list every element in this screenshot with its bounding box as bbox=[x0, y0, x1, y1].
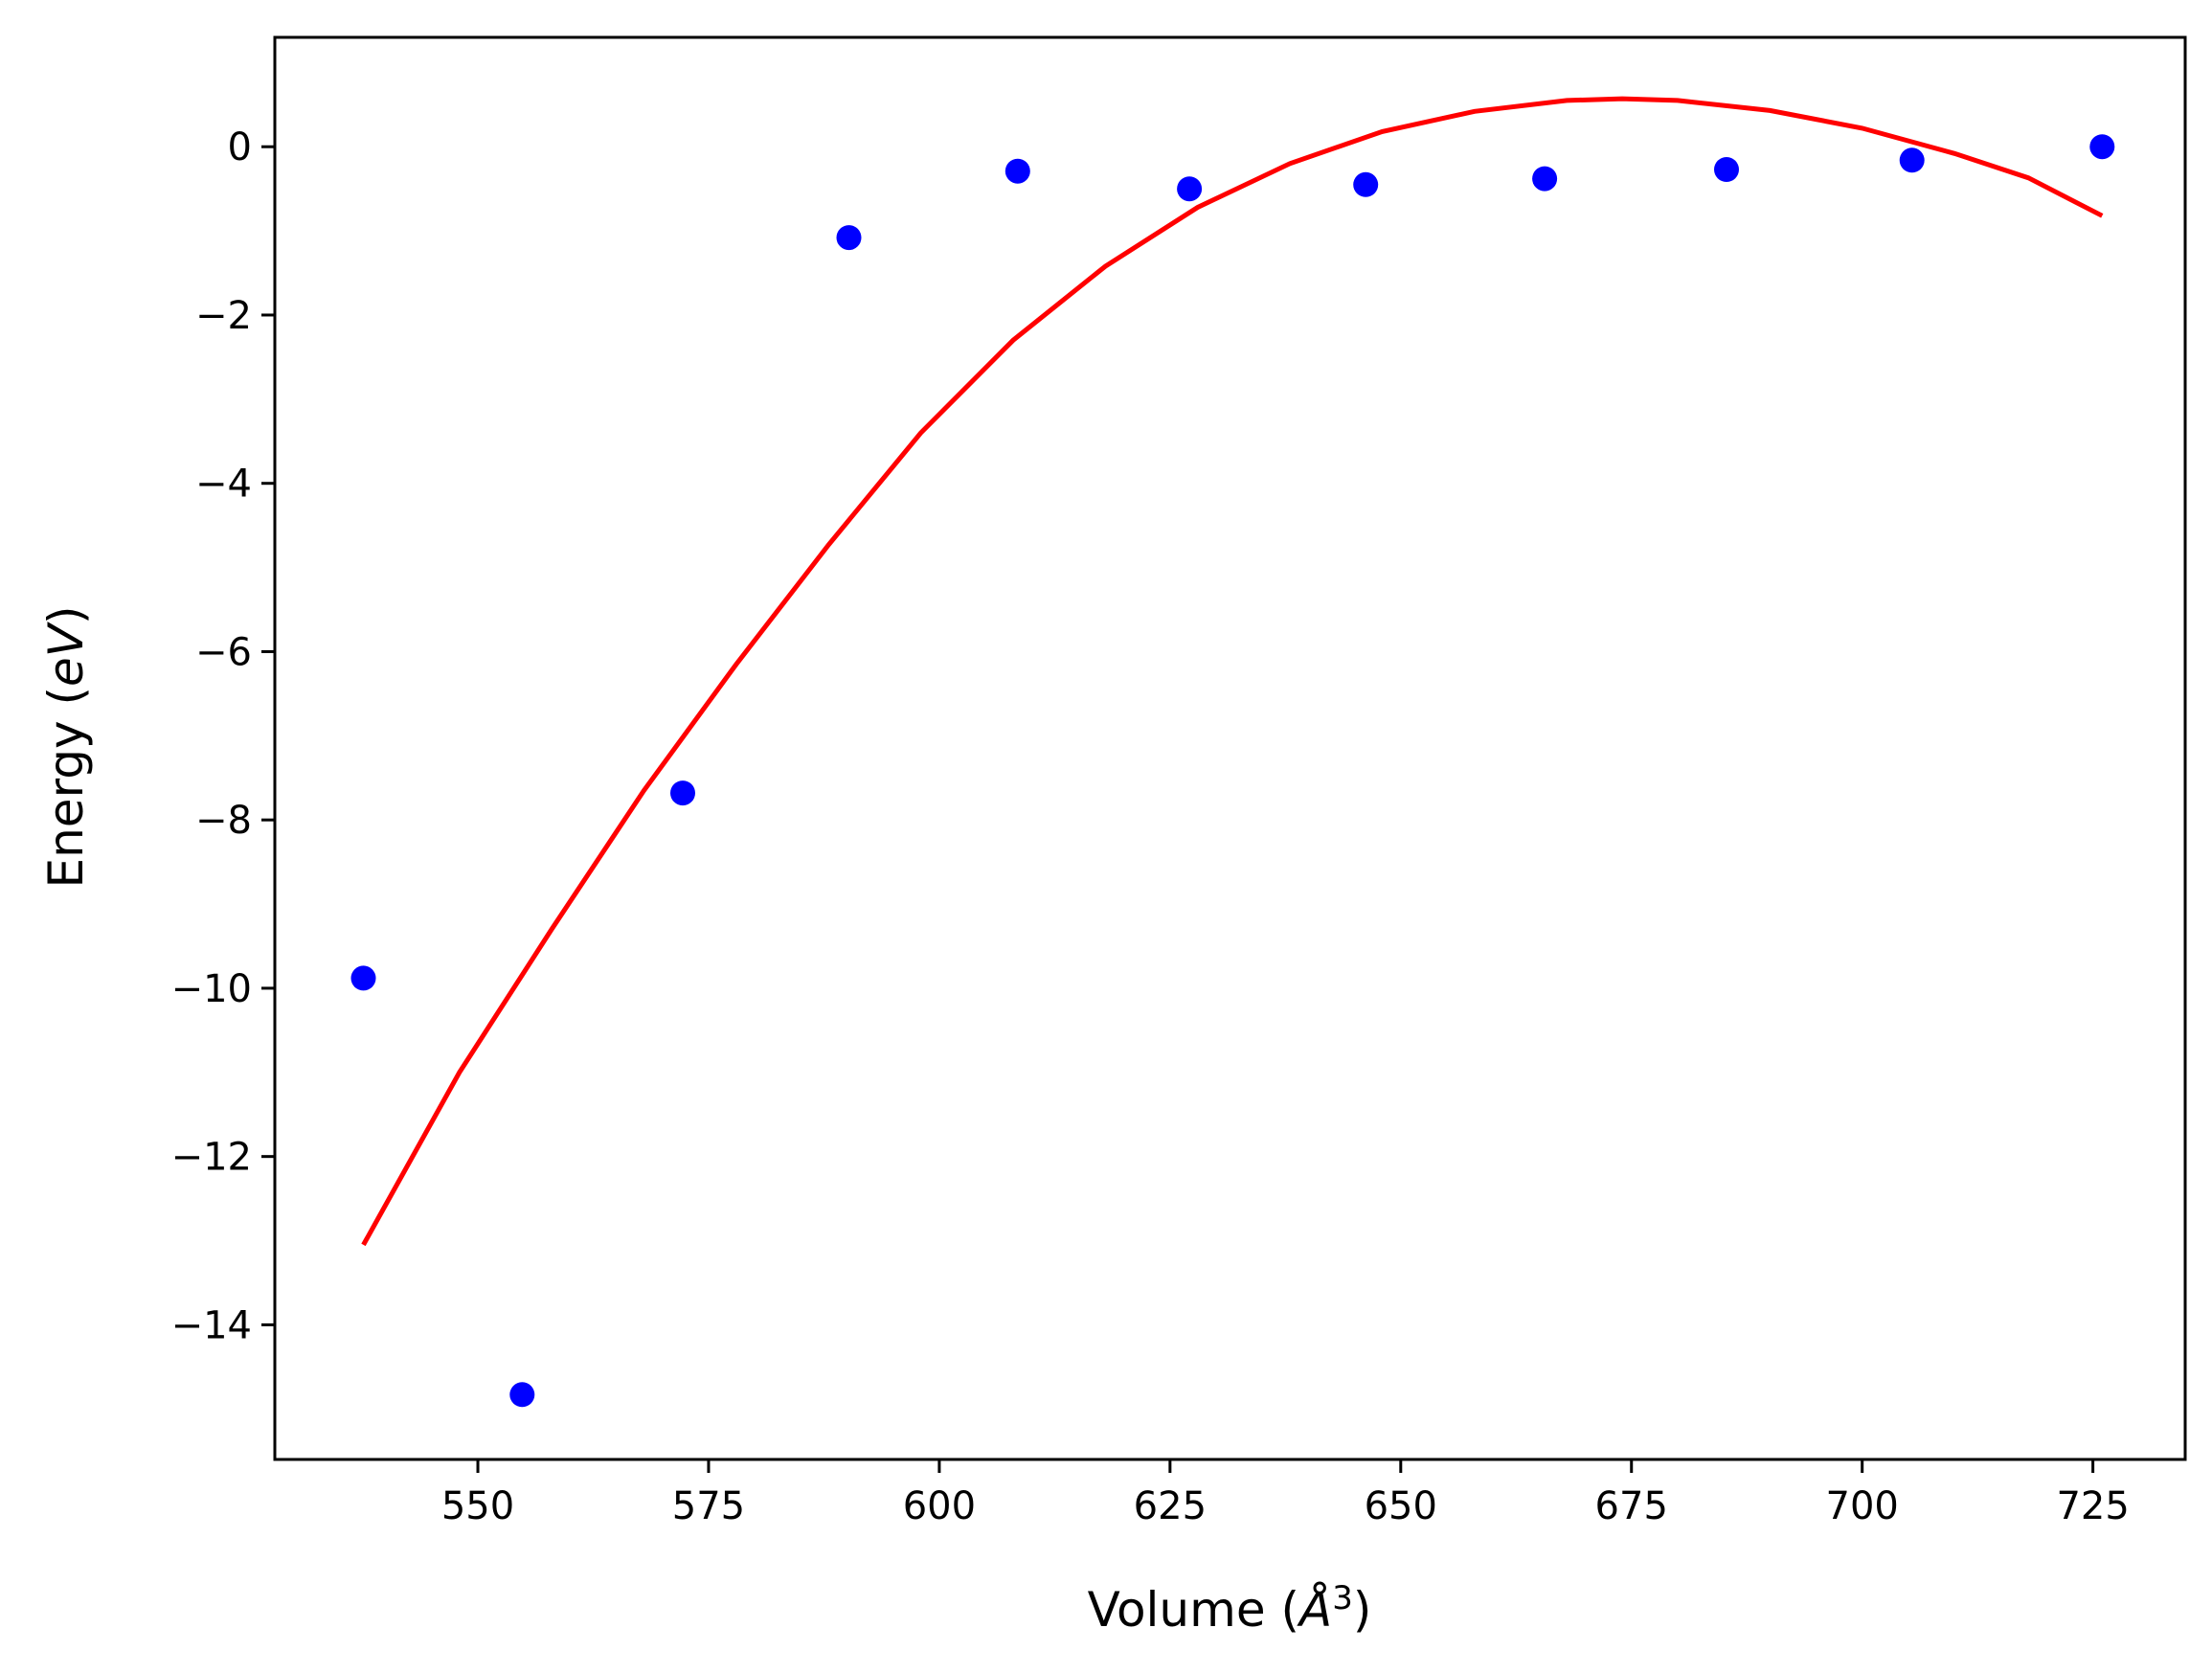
y-tick-label: −10 bbox=[171, 967, 252, 1011]
x-tick-label: 600 bbox=[903, 1484, 976, 1528]
data-point bbox=[670, 780, 695, 806]
data-point bbox=[1004, 158, 1030, 184]
data-point bbox=[836, 225, 862, 251]
x-tick-label: 675 bbox=[1595, 1484, 1668, 1528]
x-axis-title-close: ) bbox=[1353, 1582, 1372, 1638]
y-tick-label: −4 bbox=[195, 463, 252, 507]
data-point bbox=[1177, 176, 1203, 202]
x-tick-label: 550 bbox=[441, 1484, 514, 1528]
y-tick-label: −12 bbox=[171, 1136, 252, 1180]
x-tick-label: 650 bbox=[1365, 1484, 1437, 1528]
x-axis-title: Volume (Å3) bbox=[1088, 1579, 1372, 1638]
y-tick-label: 0 bbox=[228, 125, 252, 170]
x-axis-title-power: 3 bbox=[1332, 1579, 1353, 1617]
y-tick-label: −2 bbox=[195, 294, 252, 338]
x-tick-label: 625 bbox=[1134, 1484, 1207, 1528]
y-axis-title-close: ) bbox=[38, 606, 94, 625]
data-point bbox=[509, 1382, 535, 1408]
data-point bbox=[1899, 147, 1925, 173]
x-tick-label: 575 bbox=[672, 1484, 745, 1528]
data-point bbox=[1714, 157, 1739, 182]
y-axis-title-unit: eV bbox=[38, 621, 94, 687]
axes-frame bbox=[273, 35, 2187, 1461]
data-point bbox=[1353, 171, 1379, 197]
fit-curve-line bbox=[361, 96, 2104, 1247]
y-tick-label: −14 bbox=[171, 1303, 252, 1347]
data-point bbox=[1532, 166, 1558, 192]
plot-area bbox=[350, 96, 2115, 1408]
x-tick-label: 725 bbox=[2056, 1484, 2129, 1528]
x-axis-title-unit: Å bbox=[1297, 1582, 1332, 1638]
ticks: 550 575 600 625 650 675 700 725 0 −2 −4 −6 −8 −10 −12 −… bbox=[171, 125, 2130, 1528]
y-axis-title: Energy (eV) bbox=[38, 606, 94, 889]
y-tick-label: −6 bbox=[195, 630, 252, 674]
x-tick-label: 700 bbox=[1826, 1484, 1899, 1528]
data-point bbox=[350, 965, 376, 991]
data-point bbox=[2089, 134, 2115, 160]
y-tick-label: −8 bbox=[195, 799, 252, 843]
